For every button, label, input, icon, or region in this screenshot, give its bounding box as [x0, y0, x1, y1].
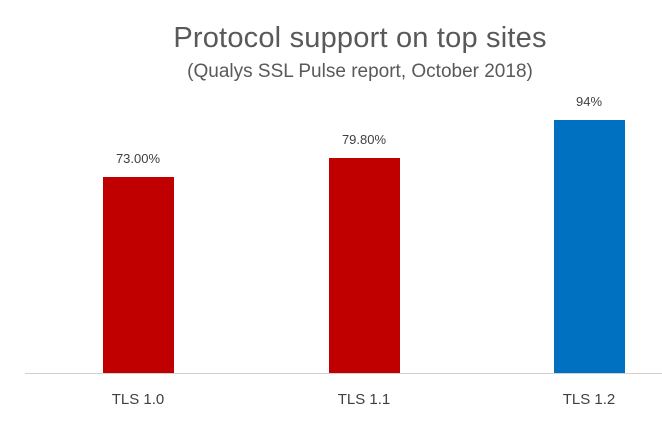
x-tick-label: TLS 1.0 [111, 391, 165, 408]
bar-tls-1-0 [102, 176, 174, 373]
chart-title: Protocol support on top sites [173, 22, 547, 54]
data-label: 94% [575, 94, 603, 109]
chart-subtitle: (Qualys SSL Pulse report, October 2018) [187, 61, 533, 82]
data-label: 73.00% [115, 150, 161, 166]
x-axis-line [25, 373, 662, 374]
bar-tls-1-2 [553, 120, 625, 373]
bar-tls-1-1 [328, 158, 400, 373]
x-tick-label: TLS 1.2 [562, 391, 616, 408]
x-tick-label: TLS 1.1 [337, 391, 391, 408]
data-label: 79.80% [341, 132, 387, 148]
